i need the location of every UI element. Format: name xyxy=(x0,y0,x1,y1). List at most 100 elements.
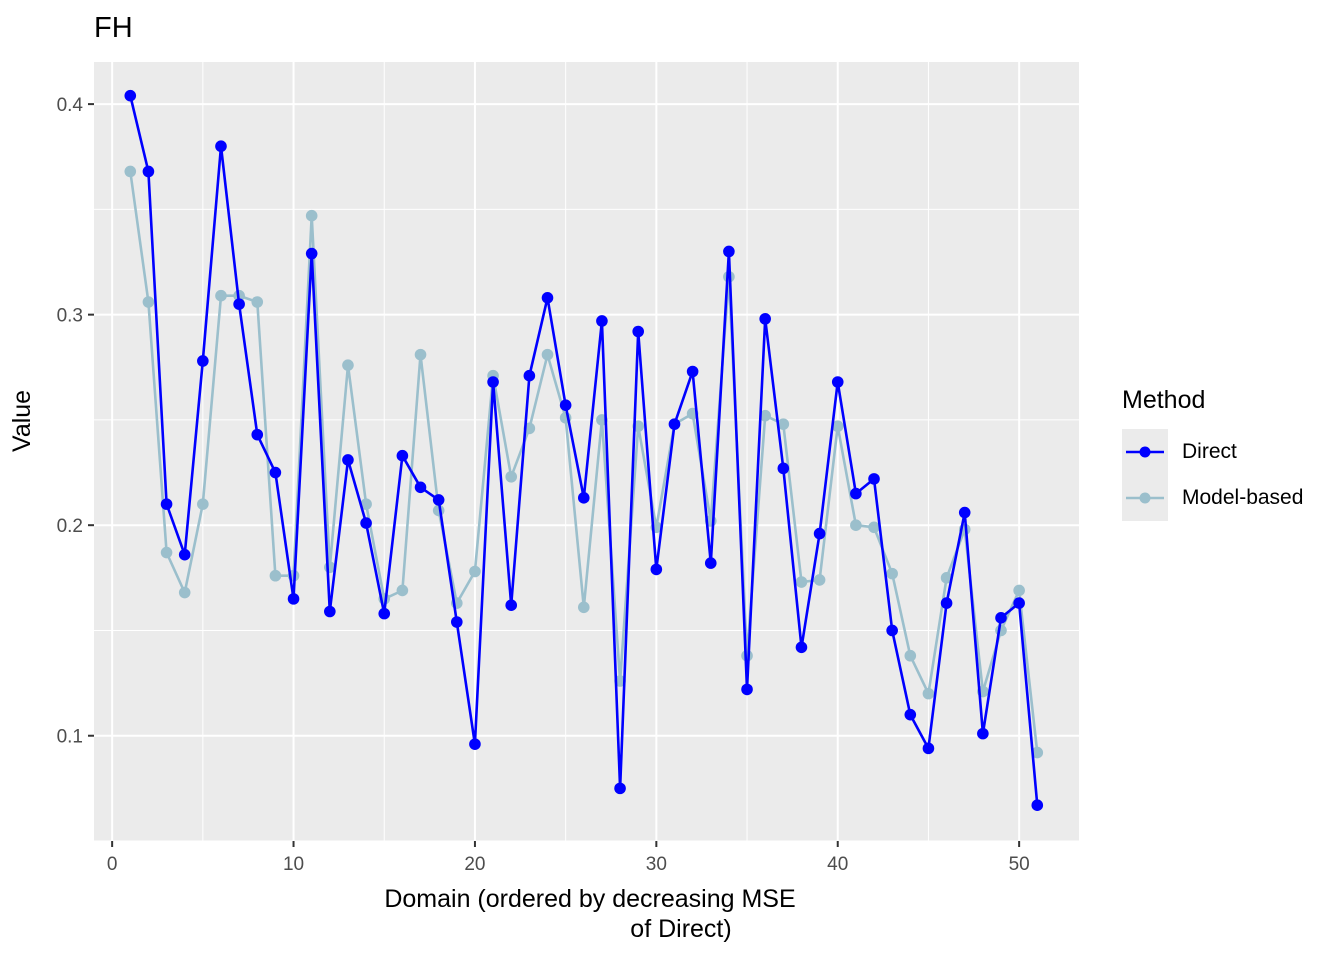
data-point-direct xyxy=(668,418,681,430)
data-point-direct xyxy=(1013,597,1025,609)
data-point-direct xyxy=(704,557,717,569)
data-point-model-based xyxy=(813,574,826,586)
legend-key-model-based xyxy=(1122,475,1168,521)
data-point-direct xyxy=(469,738,481,750)
data-point-direct xyxy=(342,454,354,466)
data-point-direct xyxy=(414,481,427,494)
data-point-direct xyxy=(233,298,245,310)
series-layer xyxy=(124,89,1044,812)
data-point-direct xyxy=(396,449,409,462)
data-point-model-based xyxy=(142,296,155,308)
data-point-direct xyxy=(650,563,663,576)
y-axis-label: Value xyxy=(8,389,36,452)
data-point-model-based xyxy=(995,624,1007,637)
data-point-direct xyxy=(505,599,518,611)
data-point-direct xyxy=(596,315,608,327)
x-axis-label-line-2: of Direct) xyxy=(630,915,732,943)
data-point-direct xyxy=(922,742,935,755)
chart-title: FH xyxy=(94,12,133,44)
data-point-model-based xyxy=(831,420,844,433)
data-point-model-based xyxy=(469,565,481,578)
x-tick-label: 30 xyxy=(646,854,667,875)
data-point-direct xyxy=(614,782,626,795)
data-point-direct xyxy=(886,624,898,637)
data-point-model-based xyxy=(777,418,790,430)
data-point-model-based xyxy=(269,569,282,582)
data-point-direct xyxy=(777,462,790,475)
y-tick-label: 0.2 xyxy=(57,516,83,537)
data-point-model-based xyxy=(342,359,354,371)
data-point-model-based xyxy=(414,348,427,361)
legend-key-direct xyxy=(1122,429,1168,475)
data-point-model-based xyxy=(1013,584,1025,597)
data-point-model-based xyxy=(577,601,590,614)
x-axis-label: Domain (ordered by decreasing MSE of Dir… xyxy=(300,884,880,944)
legend-label-direct: Direct xyxy=(1182,440,1237,463)
axis-ticks xyxy=(88,103,1021,847)
data-point-model-based xyxy=(505,470,518,483)
x-tick-label: 10 xyxy=(283,854,304,875)
series-direct xyxy=(124,89,1044,812)
y-tick-label: 0.4 xyxy=(57,95,84,116)
data-point-direct xyxy=(995,612,1007,624)
data-point-direct xyxy=(450,616,463,628)
data-point-direct xyxy=(360,517,372,529)
data-point-model-based xyxy=(178,586,191,599)
x-tick-label: 20 xyxy=(464,854,485,875)
data-point-direct xyxy=(432,494,445,506)
data-point-direct xyxy=(197,355,209,367)
data-point-direct xyxy=(287,593,300,605)
data-point-model-based xyxy=(795,576,808,588)
legend: Method Direct Model-based xyxy=(1122,386,1303,521)
data-point-direct xyxy=(977,727,989,740)
data-point-model-based xyxy=(396,584,409,597)
data-point-model-based xyxy=(940,572,953,584)
data-point-direct xyxy=(124,89,137,102)
data-point-direct xyxy=(813,527,826,540)
data-point-direct xyxy=(632,325,644,338)
y-tick-label: 0.1 xyxy=(57,727,83,748)
data-point-direct xyxy=(178,548,191,561)
data-point-model-based xyxy=(197,498,209,510)
minor-gridlines xyxy=(94,62,1079,842)
data-point-direct xyxy=(1031,799,1044,812)
data-point-model-based xyxy=(360,498,372,510)
data-point-direct xyxy=(215,140,227,153)
y-tick-label: 0.3 xyxy=(57,306,83,327)
data-point-model-based xyxy=(904,649,917,662)
data-point-direct xyxy=(686,365,699,378)
data-point-direct xyxy=(795,641,808,654)
data-point-direct xyxy=(723,245,735,258)
x-tick-labels: 0 10 20 30 40 50 xyxy=(107,854,1030,875)
x-axis-label-line-1: Domain (ordered by decreasing MSE xyxy=(384,885,796,913)
data-point-direct xyxy=(523,369,536,382)
data-point-direct xyxy=(940,597,953,609)
data-point-direct xyxy=(324,605,336,618)
data-point-direct xyxy=(487,376,499,388)
data-point-model-based xyxy=(124,165,137,178)
data-point-direct xyxy=(378,607,391,620)
data-point-model-based xyxy=(868,521,880,534)
data-point-direct xyxy=(305,247,318,260)
data-point-direct xyxy=(741,683,753,696)
data-point-direct xyxy=(868,473,880,485)
data-point-direct xyxy=(577,492,590,504)
x-tick-label: 40 xyxy=(827,854,848,875)
y-tick-labels: 0.1 0.2 0.3 0.4 xyxy=(57,95,84,748)
data-point-direct xyxy=(269,466,282,479)
data-point-model-based xyxy=(759,409,771,422)
data-point-model-based xyxy=(850,519,862,531)
data-point-direct xyxy=(904,708,917,721)
legend-label-model-based: Model-based xyxy=(1182,486,1304,509)
x-tick-label: 50 xyxy=(1009,854,1030,875)
legend-item-model-based: Model-based xyxy=(1122,475,1303,521)
data-point-direct xyxy=(958,506,971,519)
data-point-direct xyxy=(759,313,771,325)
data-point-direct xyxy=(850,487,862,500)
data-point-direct xyxy=(160,498,173,510)
data-point-model-based xyxy=(886,567,898,580)
data-point-model-based xyxy=(541,348,554,361)
data-point-model-based xyxy=(251,296,264,308)
data-point-direct xyxy=(251,428,264,441)
